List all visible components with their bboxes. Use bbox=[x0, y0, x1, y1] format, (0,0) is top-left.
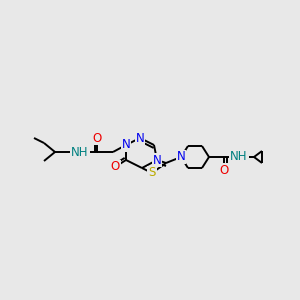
Text: S: S bbox=[148, 167, 156, 179]
Text: NH: NH bbox=[71, 146, 89, 158]
Text: N: N bbox=[122, 139, 130, 152]
Text: O: O bbox=[110, 160, 120, 173]
Text: NH: NH bbox=[230, 151, 248, 164]
Text: O: O bbox=[92, 131, 102, 145]
Text: N: N bbox=[177, 151, 185, 164]
Text: O: O bbox=[219, 164, 229, 176]
Text: N: N bbox=[153, 154, 161, 166]
Text: N: N bbox=[136, 131, 144, 145]
